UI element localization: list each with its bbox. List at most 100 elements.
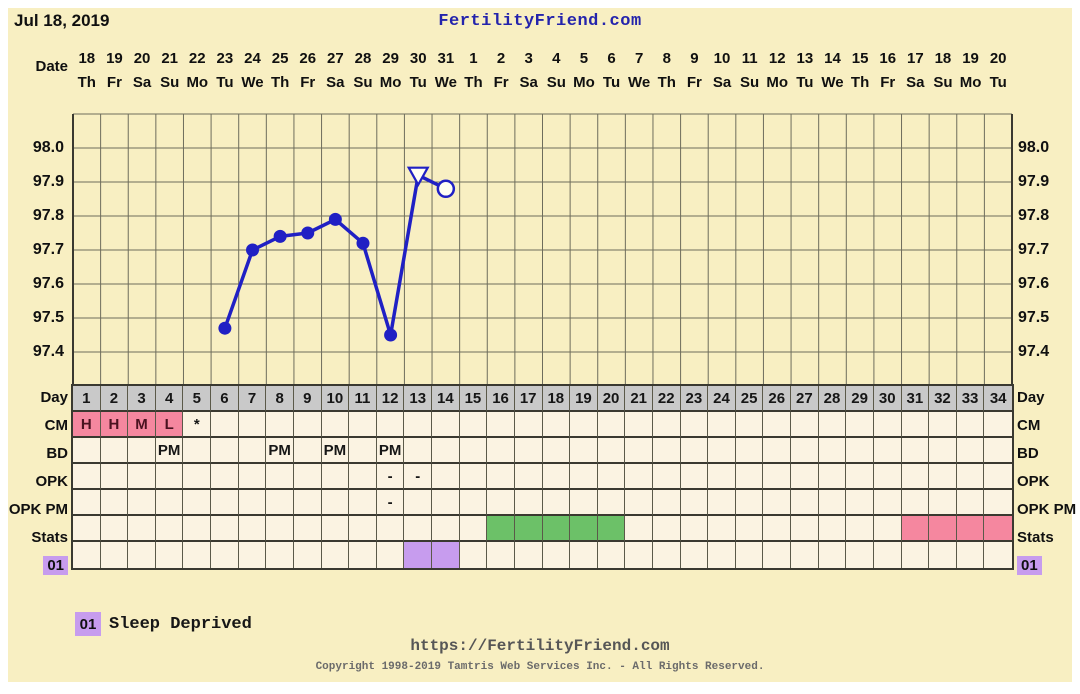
row-label-box: CM — [0, 411, 68, 439]
date-cell: 21 — [161, 50, 178, 67]
date-cell: 1 — [469, 50, 478, 67]
stats-cell-day-23 — [680, 516, 709, 542]
opk-cell-day-20 — [597, 464, 626, 490]
opk-pm-cell-day-22 — [652, 490, 681, 516]
row-label-stats-right: Stats — [1017, 528, 1054, 546]
stats-cell-day-6 — [211, 516, 239, 542]
cm-cell-day-19 — [570, 412, 598, 438]
day-cell-day-34: 34 — [984, 386, 1012, 412]
legend-sleep-deprived: 01 Sleep Deprived — [75, 612, 252, 636]
opk-pm-cell-day-14 — [432, 490, 460, 516]
cm-cell-day-18 — [542, 412, 571, 438]
temp-point-day-11 — [356, 236, 370, 250]
cm-cell-day-34 — [984, 412, 1012, 438]
opk-pm-cell-day-9 — [293, 490, 322, 516]
opk-cell-day-23 — [680, 464, 709, 490]
tracking-table: 1 2 3 4 5 6 7 8 9 10 11 12 13 14 15 16 17 18 19 20 21 22 23 24 2… — [71, 384, 1014, 570]
01-cell-day-9 — [293, 542, 322, 568]
row-label-box: OPK — [0, 467, 68, 495]
opk-pm-cell-day-7 — [238, 490, 267, 516]
footer-site-link[interactable]: https://FertilityFriend.com — [410, 637, 670, 655]
opk-cell-day-12: - — [376, 464, 405, 490]
cm-cell-day-14 — [432, 412, 460, 438]
cm-cell-day-15 — [459, 412, 488, 438]
opk-cell-day-7 — [238, 464, 267, 490]
date-cell: 20 — [989, 50, 1007, 67]
weekday-cell: Sa — [519, 74, 538, 91]
y-tick-left: 97.5 — [32, 309, 64, 326]
bd-cell-day-14 — [432, 438, 460, 464]
weekday-cell: Tu — [989, 74, 1007, 91]
opk-pm-cell-day-3 — [128, 490, 156, 516]
weekday-cell: Th — [77, 74, 96, 91]
date-cell: 8 — [662, 50, 671, 67]
opk-cell-day-14 — [432, 464, 460, 490]
day-cell-day-25: 25 — [735, 386, 764, 412]
date-cell: 16 — [879, 50, 897, 67]
day-cell-day-33: 33 — [956, 386, 985, 412]
01-cell-day-34 — [984, 542, 1012, 568]
01-cell-day-22 — [652, 542, 681, 568]
row-label-box: CM — [1017, 411, 1080, 439]
date-cell: 14 — [824, 50, 841, 67]
stats-cell-day-24 — [708, 516, 736, 542]
bd-cell-day-24 — [708, 438, 736, 464]
cm-cell-day-1: H — [73, 412, 101, 438]
bd-cell-day-10: PM — [321, 438, 350, 464]
stats-cell-day-17 — [514, 516, 543, 542]
stats-cell-day-20 — [597, 516, 626, 542]
opk-pm-cell-day-23 — [680, 490, 709, 516]
bd-cell-day-15 — [459, 438, 488, 464]
opk-pm-cell-day-29 — [846, 490, 874, 516]
opk-cell-day-25 — [735, 464, 764, 490]
row-label-cm-left: CM — [44, 416, 68, 434]
date-cell: 3 — [524, 50, 533, 67]
row-label-bd-left: BD — [46, 444, 68, 462]
01-cell-day-10 — [321, 542, 350, 568]
opk-cell-day-24 — [708, 464, 736, 490]
stats-cell-day-1 — [73, 516, 101, 542]
day-cell-day-13: 13 — [404, 386, 433, 412]
opk-cell-day-18 — [542, 464, 571, 490]
01-cell-day-8 — [266, 542, 294, 568]
temp-point-day-12 — [384, 328, 398, 342]
opk-cell-day-26 — [763, 464, 792, 490]
row-label-stats-left: Stats — [31, 528, 68, 546]
opk-cell-day-3 — [128, 464, 156, 490]
day-cell-day-6: 6 — [211, 386, 239, 412]
cm-cell-day-17 — [514, 412, 543, 438]
01-cell-day-32 — [929, 542, 957, 568]
cm-cell-day-25 — [735, 412, 764, 438]
day-cell-day-32: 32 — [929, 386, 957, 412]
date-cell: 15 — [851, 50, 869, 67]
y-tick-right: 97.6 — [1018, 275, 1050, 292]
weekday-cell: Sa — [132, 74, 152, 91]
01-cell-day-30 — [873, 542, 902, 568]
cm-cell-day-20 — [597, 412, 626, 438]
01-cell-day-13 — [404, 542, 433, 568]
date-cell: 27 — [327, 50, 344, 67]
stats-cell-day-4 — [155, 516, 184, 542]
bd-cell-day-25 — [735, 438, 764, 464]
weekday-cell: Th — [657, 74, 676, 91]
cm-cell-day-23 — [680, 412, 709, 438]
stats-cell-day-32 — [929, 516, 957, 542]
stats-cell-day-30 — [873, 516, 902, 542]
weekday-cell: Mo — [186, 74, 209, 91]
weekday-cell: We — [821, 74, 844, 91]
01-cell-day-12 — [376, 542, 405, 568]
y-tick-left: 97.4 — [32, 343, 64, 360]
date-cell: 5 — [579, 50, 589, 67]
weekday-cell: Su — [933, 74, 953, 91]
row-label-01-left: 01 — [43, 555, 68, 575]
site-title-link[interactable]: FertilityFriend.com — [438, 12, 642, 31]
01-cell-day-29 — [846, 542, 874, 568]
y-tick-right: 97.5 — [1018, 309, 1050, 326]
day-cell-day-10: 10 — [321, 386, 350, 412]
weekday-cell: Fr — [493, 74, 509, 91]
row-label-box: Stats — [0, 523, 68, 551]
01-cell-day-1 — [73, 542, 101, 568]
opk-cell-day-22 — [652, 464, 681, 490]
01-cell-day-14 — [432, 542, 460, 568]
cm-cell-day-8 — [266, 412, 294, 438]
